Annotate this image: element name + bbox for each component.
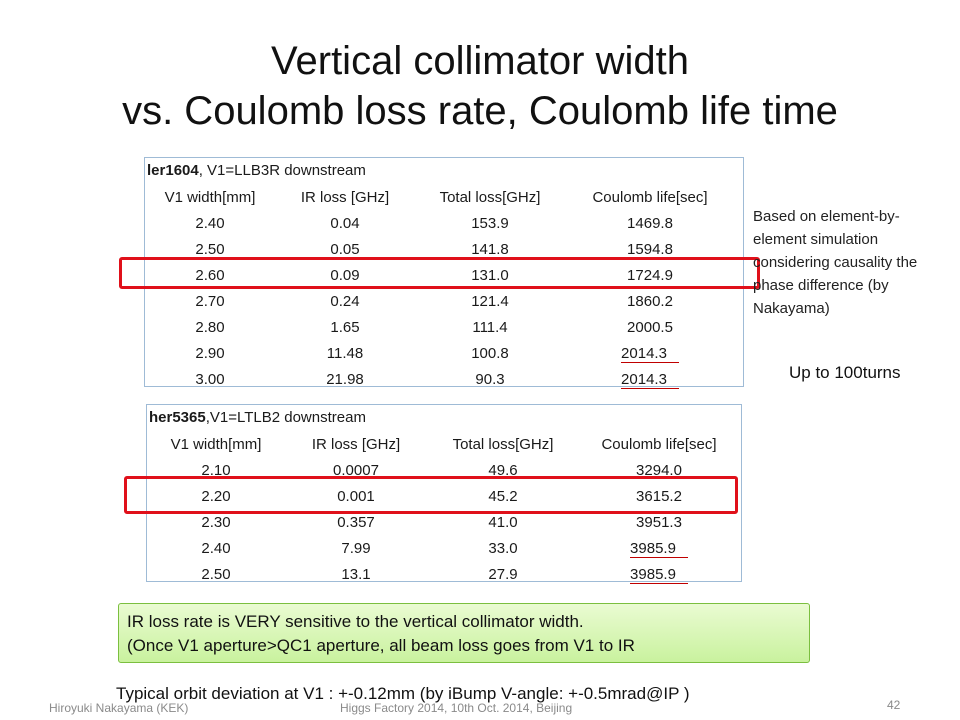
- title-line-1: Vertical collimator width: [271, 39, 689, 83]
- ler-data-table: V1 width[mm] IR loss [GHz] Total loss[GH…: [145, 184, 735, 392]
- cell-ir-loss: 0.357: [337, 513, 375, 531]
- cell-total-loss: 100.8: [471, 344, 509, 362]
- cell-coulomb-life: 2014.3: [565, 366, 735, 392]
- her-table: her5365,V1=LTLB2 downstream V1 width[mm]…: [146, 404, 742, 584]
- footer-event: Higgs Factory 2014, 10th Oct. 2014, Beij…: [340, 701, 573, 715]
- cell-ir-loss: 1.65: [330, 318, 360, 336]
- cell-total-loss: 141.8: [471, 240, 509, 258]
- cell-coulomb-life: 1860.2: [627, 292, 673, 310]
- table-row: 2.20 0.001 45.2 3615.2: [147, 483, 739, 509]
- cell-coulomb-life: 3615.2: [636, 487, 682, 505]
- her-header-width: V1 width[mm]: [170, 435, 262, 453]
- cell-coulomb-life: 3985.9: [579, 535, 739, 561]
- saturated-value: 3985.9: [630, 539, 688, 558]
- cell-width: 2.30: [201, 513, 231, 531]
- cell-width: 2.40: [201, 539, 231, 557]
- cell-ir-loss: 0.04: [330, 214, 360, 232]
- cell-width: 2.50: [195, 240, 225, 258]
- her-highlight-box: [124, 476, 738, 514]
- cell-coulomb-life: 2000.5: [627, 318, 673, 336]
- cell-width: 3.00: [195, 370, 225, 388]
- cell-ir-loss: 0.05: [330, 240, 360, 258]
- cell-ir-loss: 0.09: [330, 266, 360, 284]
- ler-table: ler1604, V1=LLB3R downstream V1 width[mm…: [144, 157, 744, 389]
- table-row: 2.50 0.05 141.8 1594.8: [145, 236, 735, 262]
- page-number: 42: [887, 698, 901, 712]
- cell-coulomb-life: 1724.9: [627, 266, 673, 284]
- cell-width: 2.10: [201, 461, 231, 479]
- her-header-coulomb-life: Coulomb life[sec]: [601, 435, 717, 453]
- saturated-value: 2014.3: [621, 370, 679, 389]
- table-row: 2.50 13.1 27.9 3985.9: [147, 561, 739, 587]
- cell-ir-loss: 21.98: [326, 370, 364, 388]
- ler-table-caption: ler1604, V1=LLB3R downstream: [147, 162, 366, 179]
- her-header-total-loss: Total loss[GHz]: [452, 435, 554, 453]
- cell-total-loss: 49.6: [488, 461, 518, 479]
- cell-coulomb-life: 3985.9: [579, 561, 739, 587]
- ler-header-width: V1 width[mm]: [164, 188, 256, 206]
- ler-header-row: V1 width[mm] IR loss [GHz] Total loss[GH…: [145, 184, 735, 210]
- cell-ir-loss: 0.24: [330, 292, 360, 310]
- callout-line-2: (Once V1 aperture>QC1 aperture, all beam…: [127, 636, 635, 655]
- cell-coulomb-life: 3951.3: [636, 513, 682, 531]
- ler-header-ir-loss: IR loss [GHz]: [300, 188, 390, 206]
- her-data-table: V1 width[mm] IR loss [GHz] Total loss[GH…: [147, 431, 739, 587]
- simulation-note: Based on element-by-element simulation c…: [753, 208, 918, 317]
- her-header-ir-loss: IR loss [GHz]: [311, 435, 401, 453]
- ler-header-coulomb-life: Coulomb life[sec]: [592, 188, 708, 206]
- cell-ir-loss: 0.001: [337, 487, 375, 505]
- cell-ir-loss: 13.1: [341, 565, 371, 583]
- footer-author: Hiroyuki Nakayama (KEK): [49, 701, 189, 715]
- table-row: 2.30 0.357 41.0 3951.3: [147, 509, 739, 535]
- cell-width: 2.60: [195, 266, 225, 284]
- table-row: 3.00 21.98 90.3 2014.3: [145, 366, 735, 392]
- her-header-row: V1 width[mm] IR loss [GHz] Total loss[GH…: [147, 431, 739, 457]
- ler-header-total-loss: Total loss[GHz]: [439, 188, 541, 206]
- conclusion-callout: IR loss rate is VERY sensitive to the ve…: [118, 603, 810, 663]
- cell-total-loss: 121.4: [471, 292, 509, 310]
- saturated-value: 2014.3: [621, 344, 679, 363]
- orbit-deviation-note: Typical orbit deviation at V1 : +-0.12mm…: [116, 684, 690, 703]
- cell-ir-loss: 0.0007: [333, 461, 379, 479]
- table-row: 2.70 0.24 121.4 1860.2: [145, 288, 735, 314]
- cell-total-loss: 90.3: [475, 370, 505, 388]
- cell-width: 2.20: [201, 487, 231, 505]
- table-row: 2.90 11.48 100.8 2014.3: [145, 340, 735, 366]
- cell-coulomb-life: 1469.8: [627, 214, 673, 232]
- cell-coulomb-life: 2014.3: [565, 340, 735, 366]
- ler-highlight-box: [119, 257, 760, 289]
- cell-total-loss: 153.9: [471, 214, 509, 232]
- table-row: 2.80 1.65 111.4 2000.5: [145, 314, 735, 340]
- slide-title: Vertical collimator width vs. Coulomb lo…: [0, 36, 960, 136]
- cell-width: 2.70: [195, 292, 225, 310]
- cell-ir-loss: 7.99: [341, 539, 371, 557]
- cell-total-loss: 131.0: [471, 266, 509, 284]
- cell-total-loss: 27.9: [488, 565, 518, 583]
- cell-width: 2.50: [201, 565, 231, 583]
- title-line-2: vs. Coulomb loss rate, Coulomb life time: [122, 89, 838, 133]
- table-row: 2.40 0.04 153.9 1469.8: [145, 210, 735, 236]
- cell-width: 2.40: [195, 214, 225, 232]
- cell-total-loss: 45.2: [488, 487, 518, 505]
- callout-line-1: IR loss rate is VERY sensitive to the ve…: [127, 612, 584, 631]
- cell-width: 2.90: [195, 344, 225, 362]
- ler-table-caption-rest: , V1=LLB3R downstream: [198, 162, 366, 179]
- turns-note: Up to 100turns: [789, 363, 901, 382]
- her-table-caption-rest: ,V1=LTLB2 downstream: [205, 409, 366, 426]
- cell-width: 2.80: [195, 318, 225, 336]
- saturated-value: 3985.9: [630, 565, 688, 584]
- cell-ir-loss: 11.48: [326, 344, 364, 362]
- table-row: 2.60 0.09 131.0 1724.9: [145, 262, 735, 288]
- cell-total-loss: 33.0: [488, 539, 518, 557]
- table-row: 2.40 7.99 33.0 3985.9: [147, 535, 739, 561]
- cell-coulomb-life: 1594.8: [627, 240, 673, 258]
- cell-total-loss: 41.0: [488, 513, 518, 531]
- cell-total-loss: 111.4: [472, 318, 508, 336]
- her-table-caption-bold: her5365: [149, 409, 206, 426]
- her-table-caption: her5365,V1=LTLB2 downstream: [149, 409, 366, 426]
- table-row: 2.10 0.0007 49.6 3294.0: [147, 457, 739, 483]
- cell-coulomb-life: 3294.0: [636, 461, 682, 479]
- ler-table-caption-bold: ler1604: [147, 162, 199, 179]
